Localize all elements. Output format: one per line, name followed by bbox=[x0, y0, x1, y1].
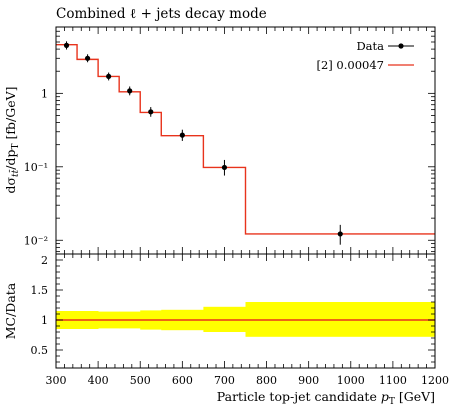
mc-step-line bbox=[56, 43, 435, 235]
ratio-y-tick-label: 1.5 bbox=[31, 284, 49, 297]
data-point bbox=[221, 164, 228, 171]
main-x-ticks bbox=[55, 27, 436, 254]
x-tick-label: 900 bbox=[298, 374, 319, 387]
data-point bbox=[337, 231, 343, 237]
main-y-axis: 10⁻² 10⁻¹ 1 bbox=[24, 26, 435, 253]
main-y-tick-label: 10⁻¹ bbox=[24, 161, 48, 174]
x-tick-label: 500 bbox=[130, 374, 151, 387]
x-tick-label: 1000 bbox=[337, 374, 365, 387]
data-point bbox=[179, 132, 185, 138]
legend: Data [2] 0.00047 bbox=[316, 39, 414, 72]
x-tick-label: 800 bbox=[256, 374, 277, 387]
data-point bbox=[84, 55, 91, 61]
chart-title: Combined ℓ + jets decay mode bbox=[56, 6, 267, 22]
x-tick-label: 400 bbox=[88, 374, 109, 387]
data-point bbox=[63, 42, 70, 48]
ratio-y-tick-label: 2 bbox=[41, 254, 48, 267]
ratio-panel-frame bbox=[55, 253, 436, 369]
main-y-tick-label: 1 bbox=[41, 87, 48, 100]
ratio-y-tick-label: 0.5 bbox=[31, 344, 49, 357]
x-axis-label: Particle top-jet candidate pT [GeV] bbox=[217, 389, 435, 407]
legend-marker-data-dot bbox=[398, 43, 404, 49]
x-tick-label: 700 bbox=[214, 374, 235, 387]
legend-label-data: Data bbox=[356, 39, 384, 53]
ratio-y-axis-label: MC/Data bbox=[3, 282, 18, 339]
ratio-x-axis: 300 400 500 600 700 800 900 1000 1100 1200 bbox=[46, 254, 449, 387]
main-y-axis-label: dσtt̄/dpT [fb/GeV] bbox=[3, 87, 21, 194]
data-point bbox=[106, 73, 112, 80]
data-point bbox=[127, 88, 133, 94]
legend-label-mc: [2] 0.00047 bbox=[316, 58, 384, 72]
ratio-panel: 0.5 1 1.5 2 300 400 500 600 700 800 900 1000 1100 12… bbox=[3, 253, 449, 407]
main-y-tick-label: 10⁻² bbox=[24, 234, 48, 247]
data-point bbox=[148, 109, 154, 115]
mc-step-path bbox=[56, 43, 435, 235]
ratio-y-tick-label: 1 bbox=[41, 314, 48, 327]
x-tick-label: 300 bbox=[46, 374, 67, 387]
x-tick-label: 600 bbox=[172, 374, 193, 387]
ratio-y-axis: 0.5 1 1.5 2 bbox=[31, 254, 435, 363]
x-tick-label: 1200 bbox=[421, 374, 449, 387]
data-points bbox=[63, 41, 343, 245]
x-tick-label: 1100 bbox=[379, 374, 407, 387]
main-panel: 10⁻² 10⁻¹ 1 dσtt̄/dpT [fb/GeV] Data [2] 0.… bbox=[3, 26, 436, 255]
